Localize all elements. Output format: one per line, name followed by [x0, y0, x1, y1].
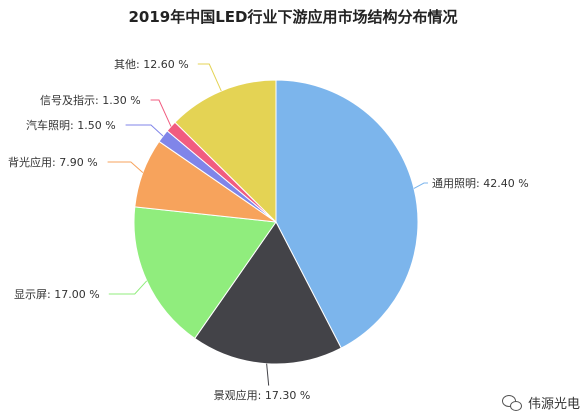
leader-line-4	[125, 124, 164, 137]
leader-line-0	[413, 182, 428, 189]
leader-line-3	[107, 161, 144, 174]
slice-label-3: 背光应用: 7.90 %	[8, 155, 98, 169]
slice-label-2: 显示屏: 17.00 %	[14, 288, 100, 301]
pie-slice-1	[194, 221, 342, 365]
leader-line-6	[197, 63, 222, 92]
leader-line-5	[150, 99, 172, 127]
pie-slice-0	[275, 79, 419, 349]
pie-slice-2	[133, 206, 277, 340]
wechat-icon	[501, 394, 522, 411]
slice-label-0: 通用照明: 42.40 %	[432, 177, 529, 190]
credit-text: 伟源光电	[527, 397, 580, 412]
slice-label-1: 景观应用: 17.30 %	[214, 388, 311, 402]
leader-line-2	[108, 280, 148, 295]
slice-label-4: 汽车照明: 1.50 %	[26, 118, 116, 132]
chart-title: 2019年中国LED行业下游应用市场结构分布情况	[128, 8, 458, 26]
credit-badge: 伟源光电	[501, 393, 580, 412]
pie-slice-6	[174, 79, 277, 224]
slice-label-5: 信号及指示: 1.30 %	[40, 93, 141, 107]
leader-line-1	[266, 363, 270, 386]
slice-label-6: 其他: 12.60 %	[114, 58, 189, 71]
